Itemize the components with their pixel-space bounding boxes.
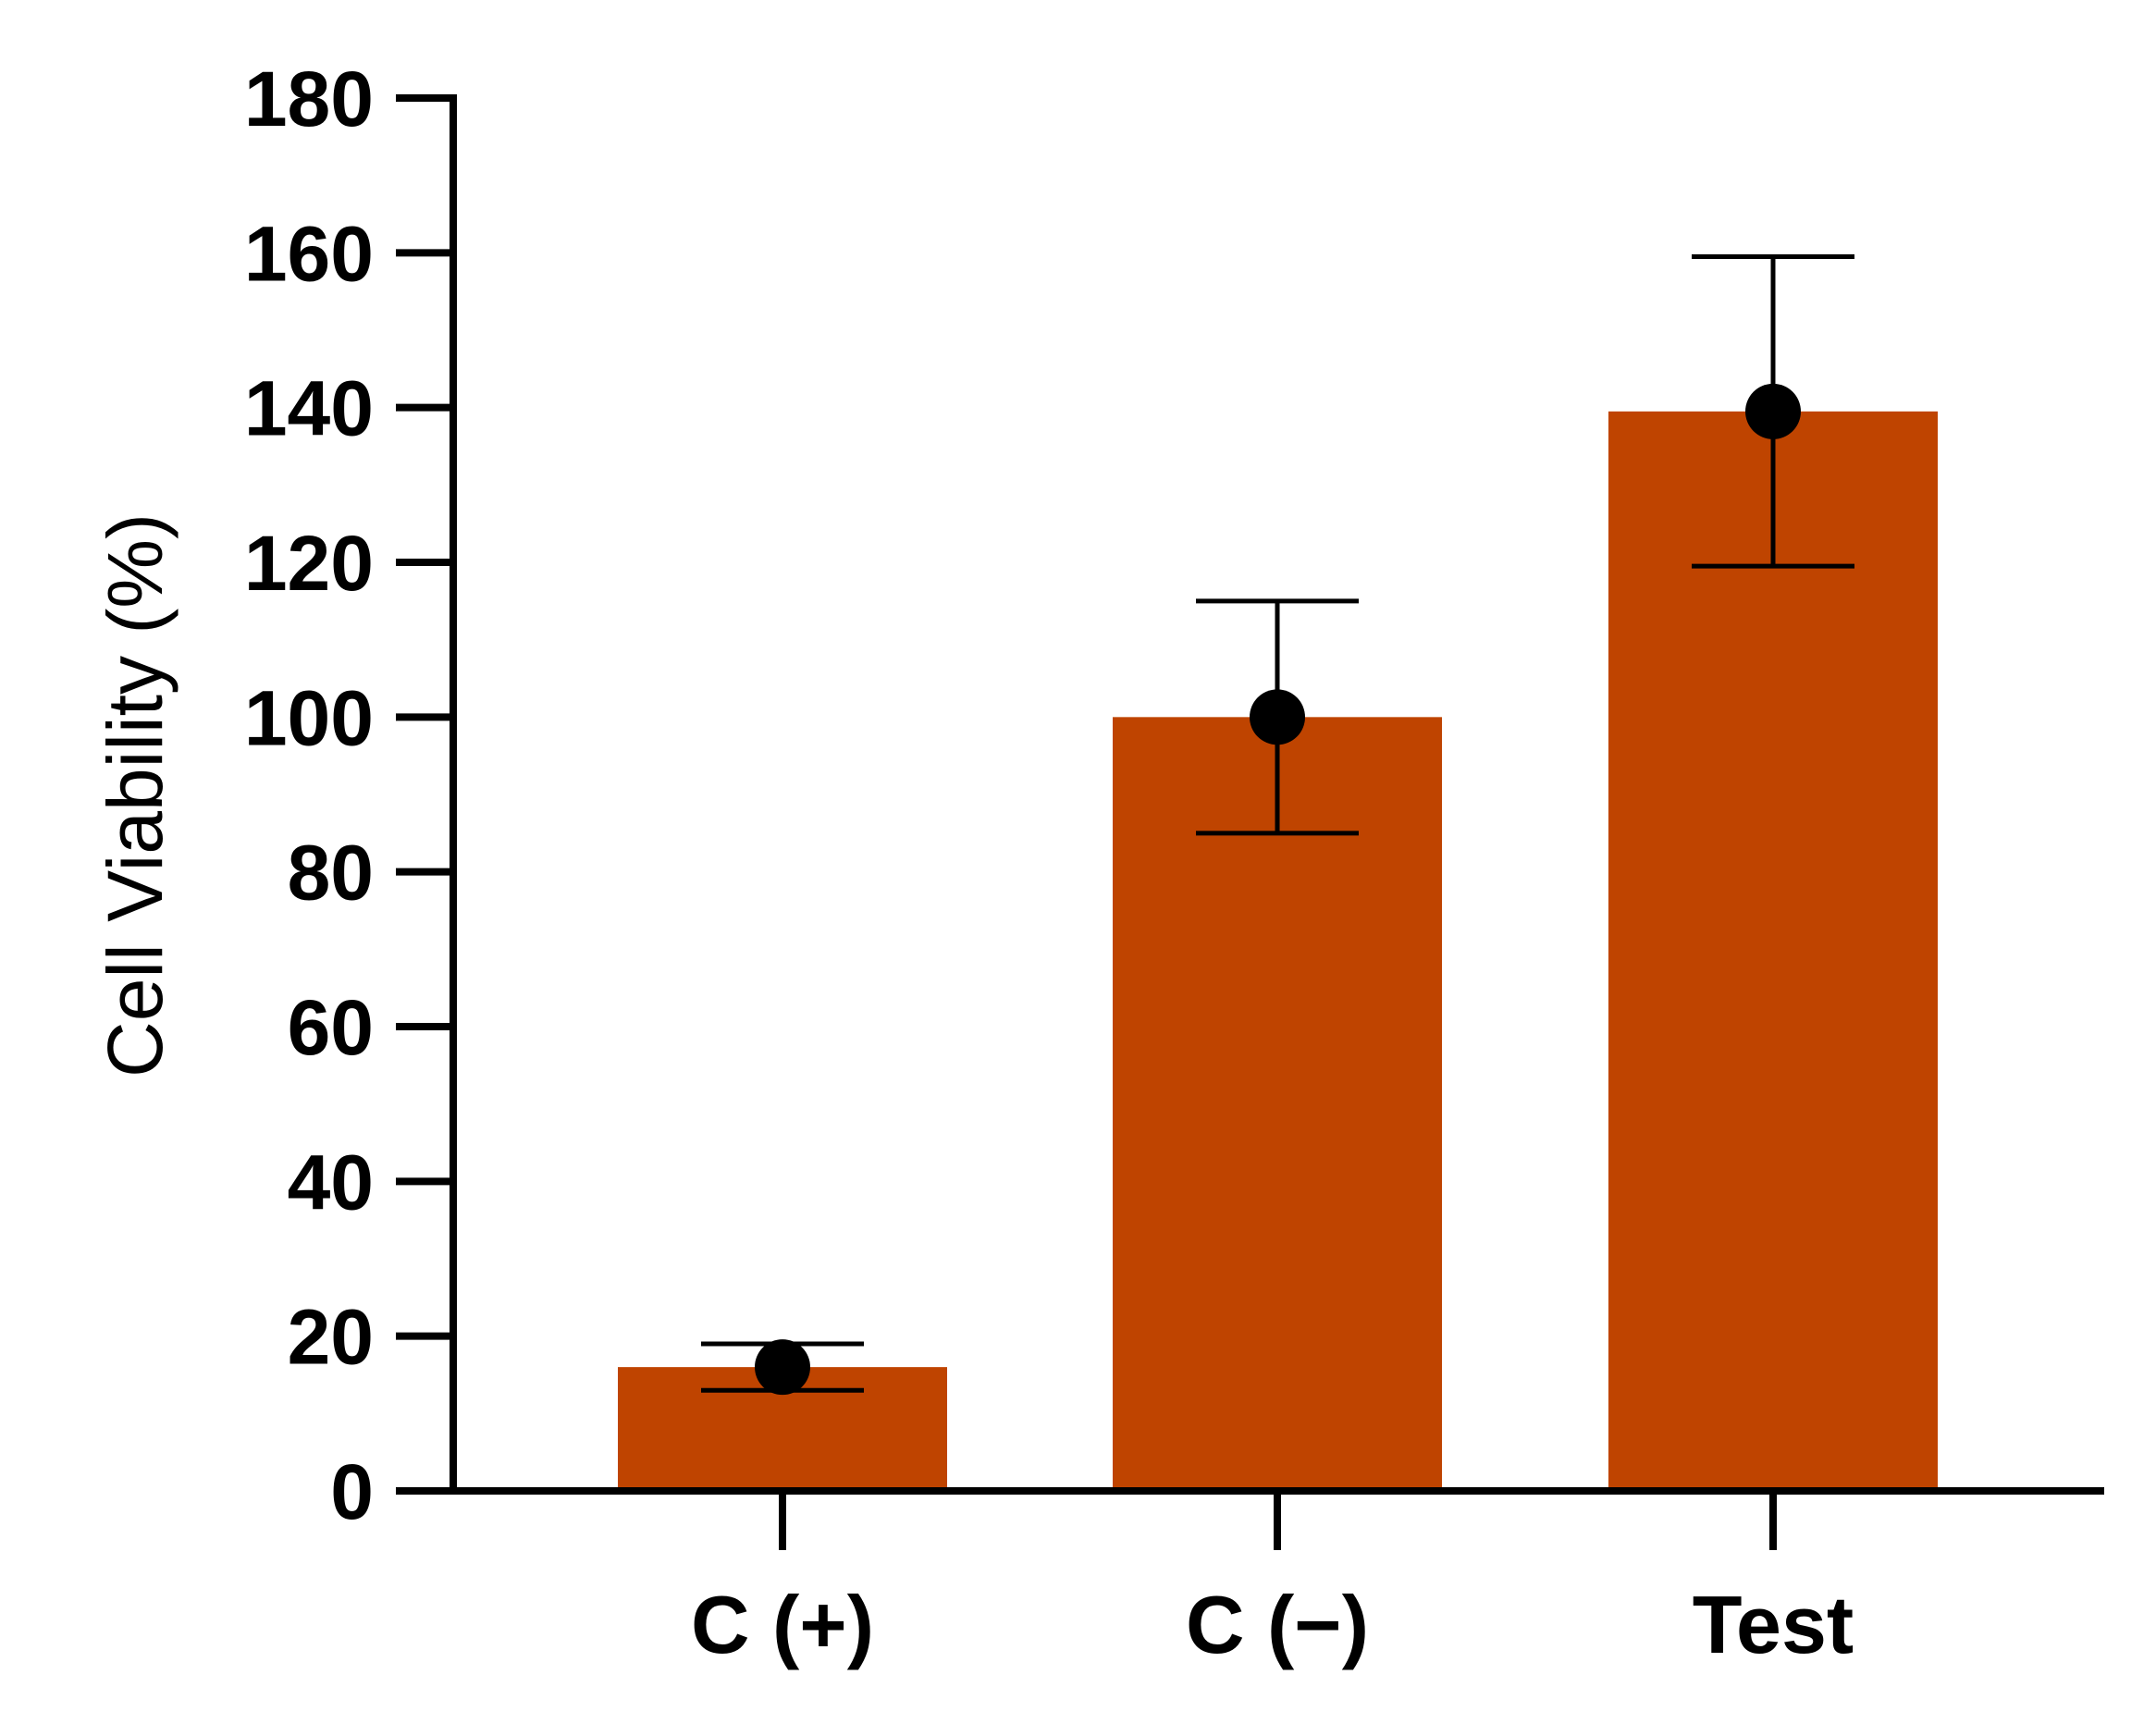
- y-tick-label-80: 80: [288, 830, 374, 917]
- axes-layer: [396, 94, 2104, 1550]
- y-tick-label-160: 160: [244, 210, 374, 297]
- bar-1: [1113, 717, 1442, 1491]
- y-tick-label-20: 20: [288, 1294, 374, 1381]
- data-point-2: [1745, 383, 1801, 439]
- y-tick-label-40: 40: [288, 1139, 374, 1225]
- y-tick-label-0: 0: [330, 1448, 374, 1535]
- bars-layer: [618, 411, 1938, 1492]
- points-layer: [755, 383, 1801, 1396]
- bar-2: [1608, 411, 1938, 1492]
- labels-layer: 0 20 40 60 80 100 120 140 160 180 C (+) C (−) Test: [244, 55, 1854, 1670]
- x-tick-label-2: Test: [1693, 1579, 1854, 1670]
- y-axis-title: Cell Viability (%): [92, 513, 179, 1077]
- x-tick-label-0: C (+): [691, 1579, 874, 1670]
- y-tick-label-140: 140: [244, 365, 374, 452]
- y-tick-label-120: 120: [244, 520, 374, 607]
- y-tick-label-100: 100: [244, 674, 374, 761]
- x-tick-label-1: C (−): [1186, 1579, 1369, 1670]
- data-point-1: [1250, 689, 1305, 745]
- data-point-0: [755, 1339, 810, 1396]
- y-tick-label-60: 60: [288, 984, 374, 1071]
- y-tick-label-180: 180: [244, 55, 374, 142]
